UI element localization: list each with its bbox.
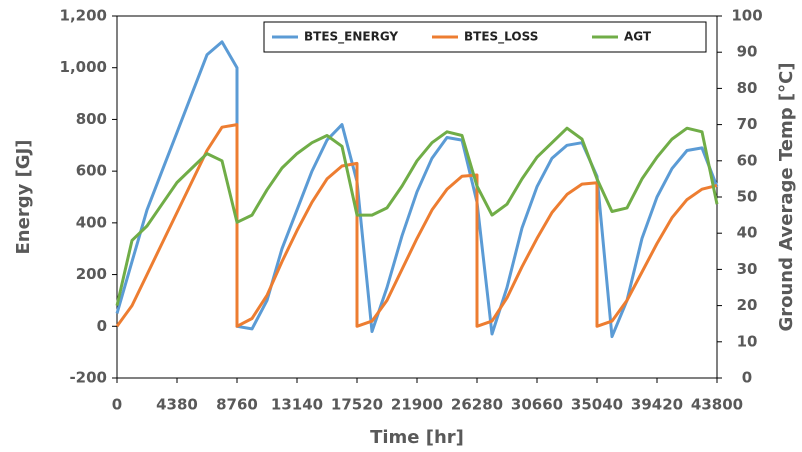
y-tick-label: 600 [76, 162, 107, 180]
y-axis-label: Energy [GJ] [13, 139, 34, 254]
y2-tick-label: 40 [737, 224, 758, 242]
series-line [115, 40, 719, 339]
y2-tick-label: 60 [737, 151, 758, 169]
x-tick-label: 21900 [391, 396, 443, 414]
y2-tick-label: 10 [737, 332, 758, 350]
x-tick-label: 30660 [511, 396, 563, 414]
plot-frame [116, 15, 718, 379]
legend-label: BTES_ENERGY [304, 30, 398, 45]
x-tick-label: 26280 [451, 396, 503, 414]
y2-tick-label: 0 [742, 369, 752, 387]
y2-tick-label: 50 [737, 188, 758, 206]
y2-tick-label: 100 [731, 7, 762, 25]
y-tick-label: -200 [69, 369, 107, 387]
y-tick-label: 400 [76, 213, 107, 231]
y2-tick-label: 70 [737, 115, 758, 133]
x-tick-label: 13140 [271, 396, 323, 414]
y2-tick-label: 30 [737, 260, 758, 278]
series-line [115, 123, 718, 328]
y-tick-label: 1,200 [60, 7, 107, 25]
x-tick-label: 39420 [631, 396, 683, 414]
x-tick-label: 4380 [156, 396, 198, 414]
y2-tick-label: 80 [737, 79, 758, 97]
x-tick-label: 8760 [216, 396, 258, 414]
series-line [115, 126, 719, 306]
x-tick-label: 43800 [691, 396, 743, 414]
x-axis-label: Time [hr] [370, 427, 464, 448]
y-tick-label: 1,000 [60, 58, 107, 76]
y-tick-label: 0 [97, 317, 107, 335]
y2-axis-label: Ground Average Temp [°C] [776, 62, 797, 331]
y-tick-label: 200 [76, 265, 107, 283]
y2-tick-label: 90 [737, 43, 758, 61]
x-tick-label: 35040 [571, 396, 623, 414]
x-tick-label: 0 [112, 396, 122, 414]
y2-tick-label: 20 [737, 296, 758, 314]
legend-box [263, 21, 707, 53]
legend-label: AGT [624, 30, 652, 44]
x-tick-label: 17520 [331, 396, 383, 414]
y-tick-label: 800 [76, 110, 107, 128]
legend-label: BTES_LOSS [464, 30, 538, 45]
